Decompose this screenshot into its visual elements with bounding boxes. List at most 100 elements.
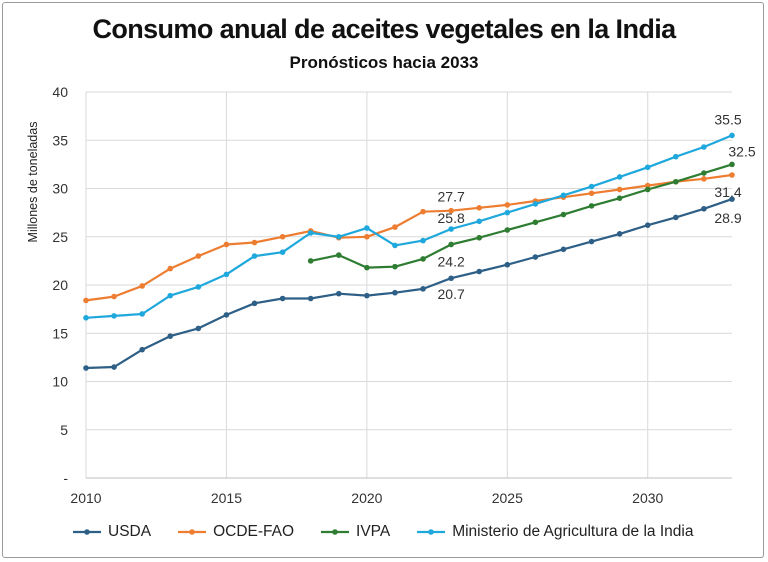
data-point — [420, 286, 426, 292]
y-tick-label: - — [63, 470, 68, 486]
legend-item: IVPA — [320, 523, 390, 541]
data-point — [335, 290, 342, 297]
data-point — [504, 202, 511, 208]
legend-label: Ministerio de Agricultura de la India — [452, 523, 694, 540]
legend-label: OCDE-FAO — [213, 523, 295, 540]
data-point — [167, 333, 174, 339]
data-point — [616, 186, 623, 193]
data-point — [195, 253, 202, 259]
data-point — [392, 242, 398, 249]
data-point — [729, 196, 735, 202]
legend-swatch — [178, 529, 207, 535]
series-lines — [83, 132, 735, 371]
data-point — [476, 205, 483, 211]
data-point — [335, 233, 342, 240]
data-point — [139, 283, 145, 289]
y-tick-label: 15 — [52, 325, 68, 341]
data-point — [532, 254, 539, 260]
data-point — [644, 182, 651, 189]
data-point — [616, 195, 623, 201]
legend-swatch — [417, 529, 446, 535]
data-point — [616, 231, 623, 237]
y-tick-label: 35 — [52, 132, 68, 148]
data-point — [307, 295, 314, 302]
data-point — [251, 253, 258, 259]
data-point — [223, 312, 230, 318]
series-line — [85, 134, 733, 319]
data-point — [307, 230, 314, 236]
data-point — [448, 226, 454, 232]
data-label: 35.5 — [714, 111, 741, 127]
data-point — [701, 170, 707, 176]
data-label: 32.5 — [728, 143, 755, 159]
data-point — [195, 284, 202, 290]
data-label: 20.7 — [438, 286, 465, 302]
data-point — [560, 211, 567, 218]
chart-title: Consumo anual de aceites vegetales en la… — [92, 14, 676, 44]
data-point — [83, 365, 89, 371]
data-point — [476, 218, 483, 225]
data-point — [644, 186, 651, 193]
data-point — [673, 178, 679, 185]
data-point — [504, 261, 511, 268]
data-point — [588, 190, 595, 197]
data-point — [588, 183, 595, 190]
data-point — [532, 201, 539, 207]
legend-item: Ministerio de Agricultura de la India — [416, 523, 693, 541]
data-point — [504, 209, 511, 216]
x-tick-label: 2020 — [351, 490, 382, 506]
series-ivpa — [307, 161, 735, 271]
data-point — [448, 207, 454, 214]
data-point — [420, 237, 426, 244]
data-label: 31.4 — [714, 184, 741, 200]
y-tick-label: 40 — [52, 84, 68, 100]
data-point — [532, 219, 539, 226]
data-point — [476, 234, 483, 241]
data-point — [392, 263, 398, 270]
data-point — [504, 227, 511, 233]
data-point — [223, 271, 230, 278]
data-point — [111, 313, 117, 319]
legend-swatch — [73, 529, 101, 535]
data-point — [476, 268, 483, 275]
data-point — [279, 249, 286, 255]
legend-swatch-marker — [84, 529, 90, 535]
x-axis-ticks: 2010 2015 2020 2025 2030 — [70, 490, 663, 506]
data-point — [644, 222, 651, 228]
data-point — [448, 241, 454, 248]
data-label: 25.8 — [438, 210, 465, 226]
legend-label: USDA — [108, 523, 152, 540]
data-point — [673, 214, 679, 221]
data-point — [673, 153, 679, 160]
series-line — [85, 198, 733, 370]
data-point — [701, 144, 707, 150]
chart-subtitle: Pronósticos hacia 2033 — [289, 53, 479, 72]
legend-swatch — [321, 529, 350, 535]
data-point — [364, 264, 370, 271]
series-ocde-fao — [83, 172, 735, 304]
x-tick-label: 2030 — [632, 490, 663, 506]
data-point — [420, 256, 426, 262]
y-tick-label: 10 — [52, 374, 68, 390]
data-point — [251, 239, 258, 246]
legend-item: OCDE-FAO — [177, 523, 294, 541]
data-point — [616, 174, 623, 180]
data-label: 28.9 — [714, 210, 741, 226]
data-point — [83, 297, 89, 304]
gridlines — [85, 91, 732, 479]
legend: USDA OCDE-FAO IVPA Ministerio de Agricultur… — [72, 521, 719, 543]
legend-swatch-marker — [428, 529, 435, 535]
data-point — [223, 241, 230, 248]
y-tick-label: 30 — [52, 181, 68, 197]
y-tick-label: 25 — [52, 229, 68, 245]
legend-swatch-marker — [332, 529, 338, 535]
data-label: 27.7 — [438, 189, 465, 205]
data-point — [588, 203, 595, 209]
data-point — [83, 315, 89, 321]
data-point — [307, 258, 314, 264]
data-point — [167, 265, 174, 272]
x-tick-label: 2015 — [211, 490, 242, 506]
data-point — [139, 311, 145, 317]
data-point — [364, 225, 370, 231]
